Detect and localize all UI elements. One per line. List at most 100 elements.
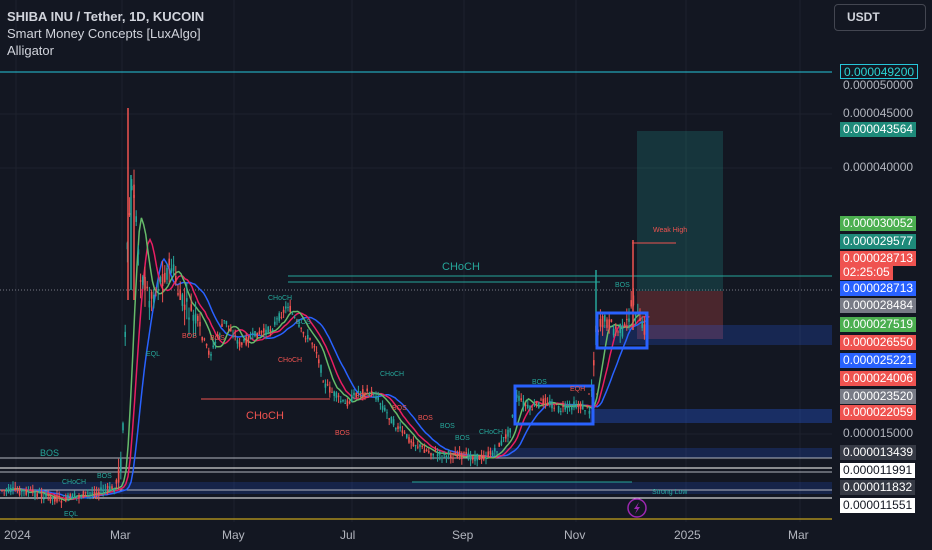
- candle-body: [384, 407, 386, 411]
- candle-body: [564, 404, 566, 410]
- candle-body: [87, 492, 89, 494]
- currency-button[interactable]: USDT: [834, 4, 926, 31]
- candle-body: [34, 491, 36, 497]
- candle-body: [91, 492, 93, 494]
- candle-body: [238, 341, 241, 347]
- candle-body: [133, 184, 135, 198]
- candle-body: [419, 444, 421, 447]
- candle-body: [100, 487, 102, 491]
- candle-body: [45, 492, 47, 497]
- candle-body: [643, 324, 646, 335]
- candle-body: [71, 494, 74, 500]
- candle-body: [216, 334, 219, 338]
- candle-body: [496, 451, 498, 453]
- candle-body: [441, 457, 443, 459]
- time-tick-label: Mar: [110, 528, 131, 542]
- candle-body: [137, 249, 140, 255]
- symbol-title[interactable]: SHIBA INU / Tether, 1D, KUCOIN: [7, 9, 205, 24]
- consolidation-box[interactable]: [513, 384, 595, 426]
- price-tag: 0.000049200: [840, 64, 919, 79]
- price-tag: 0.000013439: [840, 445, 917, 460]
- candle-body: [161, 274, 164, 287]
- candle-body: [56, 496, 58, 502]
- candle-body: [80, 496, 82, 498]
- candle-body: [639, 318, 641, 322]
- candle-body: [67, 494, 69, 499]
- candle-body: [474, 456, 476, 462]
- choch-label-mid: CHoCH: [246, 410, 284, 422]
- candle-body: [221, 323, 223, 327]
- candle-body: [131, 185, 133, 190]
- structure-label: BOS: [182, 333, 197, 340]
- structure-label: BOS: [296, 319, 311, 326]
- price-tick-label: 0.000045000: [843, 106, 914, 120]
- candle-body: [443, 452, 445, 455]
- candle-body: [599, 319, 602, 327]
- candle-body: [51, 497, 54, 499]
- candle-body: [73, 493, 76, 498]
- price-tag: 0.000011991: [840, 463, 916, 478]
- candle-body: [579, 403, 582, 410]
- candle-body: [619, 324, 621, 334]
- candle-body: [450, 454, 452, 458]
- candle-body: [289, 305, 291, 312]
- candle-body: [601, 315, 604, 328]
- candle-body: [148, 300, 151, 308]
- candle-body: [331, 391, 333, 393]
- price-tick-label: 0.000040000: [843, 160, 914, 174]
- candle-body: [397, 426, 399, 429]
- candle-body: [346, 400, 349, 407]
- position-profit-zone[interactable]: [637, 131, 723, 291]
- candle-body: [333, 391, 335, 397]
- candle-body: [269, 329, 272, 332]
- candle-body: [355, 393, 357, 398]
- structure-label: CHoCH: [278, 357, 302, 364]
- price-tag: 0.000027519: [840, 317, 917, 332]
- candle-body: [423, 449, 426, 453]
- candle-body: [245, 336, 247, 345]
- candle-body: [364, 393, 366, 396]
- candle-body: [553, 407, 555, 409]
- indicator-smc[interactable]: Smart Money Concepts [LuxAlgo]: [7, 26, 201, 41]
- candle-body: [214, 341, 217, 344]
- candle-body: [392, 419, 395, 426]
- candle-body: [520, 398, 522, 401]
- alligator-teeth-line: [6, 237, 650, 501]
- candle-body: [388, 418, 390, 420]
- candle-body: [69, 494, 71, 497]
- candle-body: [155, 289, 157, 291]
- candle-body: [588, 411, 591, 414]
- order-block-zone: [590, 409, 832, 423]
- candle-body: [192, 315, 195, 321]
- indicator-alligator[interactable]: Alligator: [7, 43, 54, 58]
- structure-label: EQL: [146, 351, 160, 358]
- candle-body: [417, 446, 419, 448]
- position-loss-zone[interactable]: [637, 291, 723, 339]
- candle-body: [463, 452, 465, 454]
- candle-body: [208, 350, 210, 355]
- candle-body: [199, 321, 201, 327]
- time-tick-label: Sep: [452, 528, 474, 542]
- candle-body: [359, 391, 362, 393]
- candle-body: [498, 443, 500, 447]
- candle-body: [483, 455, 485, 460]
- candle-body: [175, 275, 177, 283]
- candle-body: [428, 451, 430, 453]
- candle-body: [287, 306, 289, 308]
- candle-body: [157, 288, 159, 291]
- candle-body: [555, 404, 558, 406]
- lightning-icon[interactable]: [627, 498, 647, 518]
- candle-body: [439, 451, 441, 455]
- consolidation-box[interactable]: [595, 311, 649, 350]
- candle-body: [406, 433, 408, 438]
- candle-body: [377, 397, 379, 401]
- candlestick-series: [1, 108, 646, 508]
- candle-body: [582, 404, 584, 410]
- structure-label: CHoCH: [62, 479, 86, 486]
- candle-body: [117, 469, 120, 483]
- candle-body: [113, 488, 115, 492]
- candle-body: [540, 399, 542, 401]
- candle-body: [49, 495, 52, 502]
- candle-body: [16, 490, 19, 492]
